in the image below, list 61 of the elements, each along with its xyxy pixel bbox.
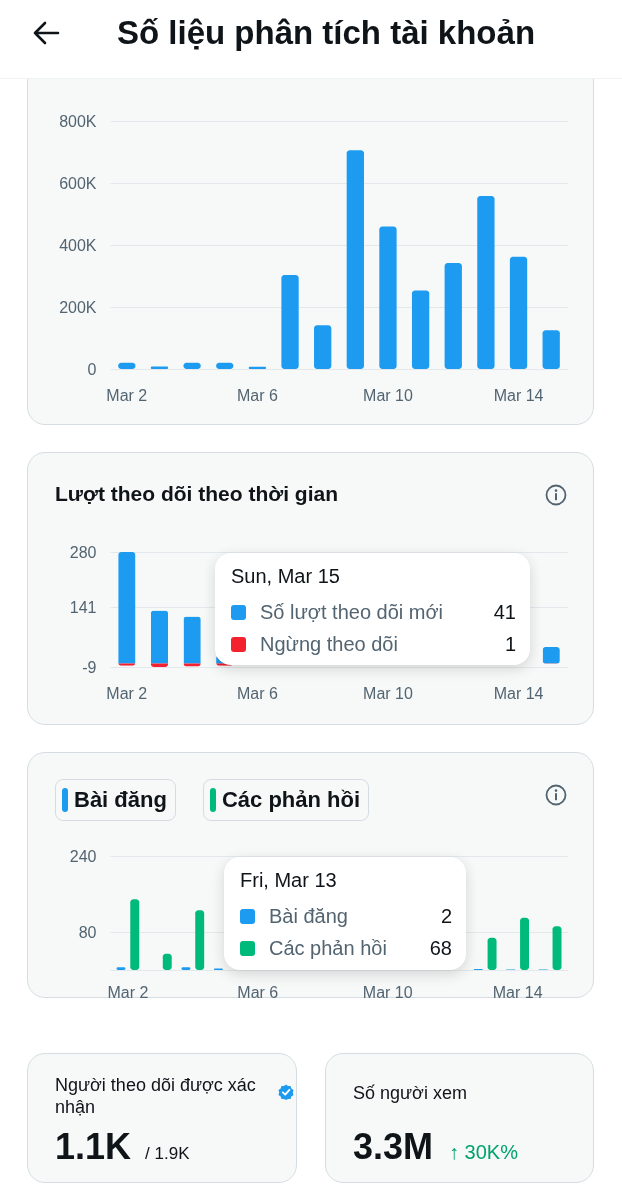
text: / 1.9K (145, 1144, 190, 1164)
bar (150, 663, 169, 667)
annotation: 1 (504, 632, 516, 656)
bar (346, 150, 364, 369)
x-tick-label: Mar 2 (106, 386, 148, 404)
y-tick-label: -9 (82, 658, 97, 676)
x-tick-label: Mar 14 (492, 983, 543, 1001)
legend-label: Số lượt theo dõi mới (260, 600, 445, 624)
bar (411, 290, 430, 369)
text: 3.3M (353, 1126, 434, 1168)
x-tick-label: Mar 6 (237, 983, 279, 1001)
x-tick-label: Mar 14 (493, 684, 544, 702)
x-tick-label: Mar 2 (106, 684, 148, 702)
y-tick-label: 141 (69, 598, 97, 616)
x-tick-label: Mar 2 (107, 983, 149, 1001)
bar (444, 262, 462, 369)
annotation: 41 (493, 600, 516, 624)
bar (520, 917, 530, 970)
y-tick-label: 600K (59, 174, 97, 192)
bar (281, 275, 299, 369)
text: Số liệu phân tích tài khoản (117, 14, 536, 52)
legend-label: Bài đăng (269, 904, 349, 928)
x-tick-label: Mar 6 (236, 386, 278, 404)
x-tick-label: Mar 10 (362, 983, 413, 1001)
annotation: Sun, Mar 15 (231, 565, 341, 588)
bar (487, 937, 497, 970)
text: Người theo dõi được xác nhận (55, 1074, 257, 1118)
bar (552, 926, 562, 970)
y-tick-label: 400K (59, 236, 97, 254)
annotation: Fri, Mar 13 (240, 869, 338, 892)
text: Bài đăng (74, 787, 167, 812)
bar (130, 899, 140, 970)
x-tick-label: Mar 10 (363, 684, 413, 702)
y-tick-label: 200K (59, 298, 97, 316)
x-tick-label: Mar 6 (236, 684, 278, 702)
bar (477, 196, 495, 369)
bar (379, 226, 397, 369)
text: ↑ 30K% (449, 1141, 518, 1164)
bar (183, 616, 201, 664)
x-tick-label: Mar 14 (493, 386, 544, 404)
bar (118, 552, 136, 664)
x-tick-label: Mar 10 (363, 386, 413, 404)
bar (542, 647, 560, 664)
y-tick-label: 240 (69, 847, 97, 865)
y-tick-label: 80 (78, 923, 97, 941)
text: Số người xem (353, 1082, 468, 1104)
y-tick-label: 0 (87, 360, 97, 378)
bar (542, 330, 560, 369)
legend-label: Ngừng theo dõi (260, 632, 399, 656)
legend-label: Các phản hồi (269, 936, 388, 960)
annotation: 2 (440, 904, 452, 928)
y-tick-label: 800K (59, 112, 97, 130)
chart-title: Lượt theo dõi theo thời gian (55, 482, 339, 506)
text: Các phản hồi (221, 787, 361, 812)
bar (314, 325, 332, 369)
bar (195, 910, 205, 970)
y-tick-label: 280 (69, 543, 97, 561)
annotation: 68 (429, 936, 452, 960)
bar (509, 256, 528, 369)
bar (150, 610, 169, 664)
text: 1.1K (55, 1126, 132, 1168)
